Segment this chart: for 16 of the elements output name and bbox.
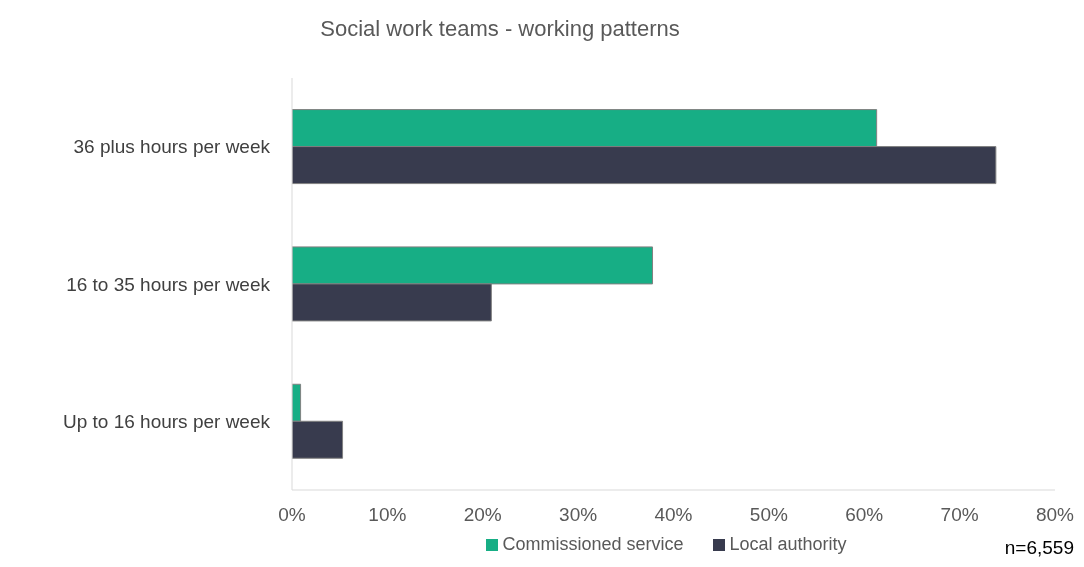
x-tick-label: 30%: [559, 504, 598, 526]
text: n=6,559: [1004, 537, 1074, 559]
legend-label: Local authority: [729, 534, 847, 554]
y-tick-label: 16 to 35 hours per week: [66, 273, 271, 295]
x-tick-label: 60%: [845, 504, 884, 526]
x-tick-label: 40%: [654, 504, 693, 526]
y-tick-label: 36 plus hours per week: [73, 136, 271, 158]
x-tick-label: 20%: [463, 504, 502, 526]
x-tick-label: 10%: [368, 504, 407, 526]
x-tick-label: 50%: [749, 504, 788, 526]
x-tick-label: 0%: [278, 504, 306, 526]
chart-title: Social work teams - working patterns: [319, 16, 681, 42]
x-tick-label: 70%: [940, 504, 979, 526]
y-tick-label: Up to 16 hours per week: [62, 411, 271, 433]
x-tick-label: 80%: [1035, 504, 1075, 526]
legend-label: Commissioned service: [502, 534, 684, 554]
